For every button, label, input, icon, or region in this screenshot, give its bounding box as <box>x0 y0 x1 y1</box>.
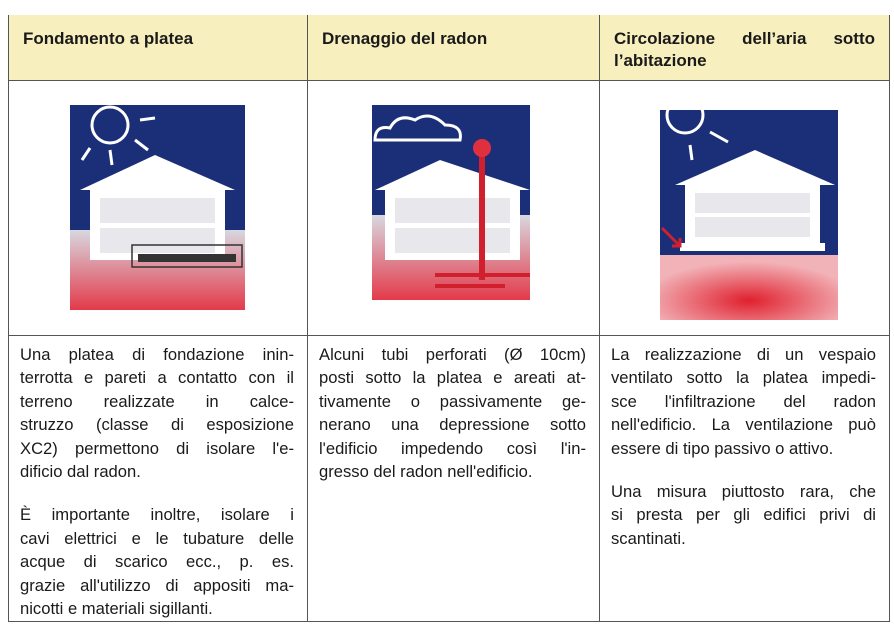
text-line: nerano una depressione sotto <box>319 415 586 435</box>
text-line: sce l'infiltrazione del radon <box>611 391 876 411</box>
table-border <box>8 335 890 336</box>
header-cell: Circolazione dell’aria sotto l’abitazione <box>600 15 889 80</box>
header-cell: Fondamento a platea <box>9 15 307 80</box>
illustration-slab <box>70 105 245 310</box>
body-cell: La realizzazione di un vespaio ventilato … <box>600 343 889 570</box>
text-line: posti sotto la platea e areati at- <box>319 368 586 388</box>
text-line: l'edificio impedendo così l'in- <box>319 438 586 458</box>
text-line: Una platea di fondazione inin- <box>20 345 294 364</box>
header-line: l’abitazione <box>614 51 707 70</box>
table-border <box>8 80 890 81</box>
illustration-ventilation <box>660 100 838 320</box>
paragraph: È importante inoltre, isolare i cavi elet… <box>20 503 294 620</box>
text-line: acque di scarico ecc., p. es. <box>20 552 294 572</box>
text-line: dificio dal radon. <box>20 462 141 482</box>
text-line: Alcuni tubi perforati (Ø 10cm) <box>319 345 586 364</box>
text-line: nicotti e materiali sigillanti. <box>20 599 213 619</box>
text-line: essere di tipo passivo o attivo. <box>611 438 834 458</box>
text-line: ventilato sotto la platea impedi- <box>611 368 876 388</box>
paragraph: La realizzazione di un vespaio ventilato … <box>611 343 876 460</box>
text-line: grazie all'utilizzo di appositi ma- <box>20 575 294 595</box>
illustration-drainage <box>372 105 530 300</box>
header-line: Drenaggio del radon <box>322 29 488 48</box>
text-line: scantinati. <box>611 528 686 548</box>
text-line: La realizzazione di un vespaio <box>611 345 876 364</box>
table-border <box>889 15 890 622</box>
table-border <box>8 621 890 622</box>
paragraph: Una misura piuttosto rara, che si presta … <box>611 480 876 550</box>
text-line: cavi elettrici e le tubature delle <box>20 528 294 548</box>
header-cell: Drenaggio del radon <box>308 15 599 80</box>
table-border <box>599 15 600 622</box>
body-cell: Alcuni tubi perforati (Ø 10cm) posti sott… <box>308 343 599 503</box>
text-line: struzzo (classe di esposizione <box>20 415 294 435</box>
text-line: XC2) permettono di isolare l'e- <box>20 438 294 458</box>
text-line: È importante inoltre, isolare i <box>20 505 294 525</box>
table-border <box>8 15 9 622</box>
text-line: nell'edificio. La ventilazione può <box>611 415 876 435</box>
text-line: terrotta e pareti a contatto con il <box>20 368 294 388</box>
text-line: terreno realizzate in calce- <box>20 391 294 411</box>
paragraph: Alcuni tubi perforati (Ø 10cm) posti sott… <box>319 343 586 483</box>
text-line: gresso del radon nell'edificio. <box>319 462 533 482</box>
text-line: si presta per gli edifici privi di <box>611 505 876 525</box>
text-line: tivamente o passivamente ge- <box>319 391 586 411</box>
header-line: Circolazione dell’aria sotto <box>614 29 875 48</box>
body-cell: Una platea di fondazione inin-terrotta e… <box>9 343 307 626</box>
table-border <box>307 15 308 622</box>
header-line: Fondamento a platea <box>23 29 194 48</box>
text-line: Una misura piuttosto rara, che <box>611 482 876 502</box>
paragraph: Una platea di fondazione inin-terrotta e… <box>20 343 294 483</box>
